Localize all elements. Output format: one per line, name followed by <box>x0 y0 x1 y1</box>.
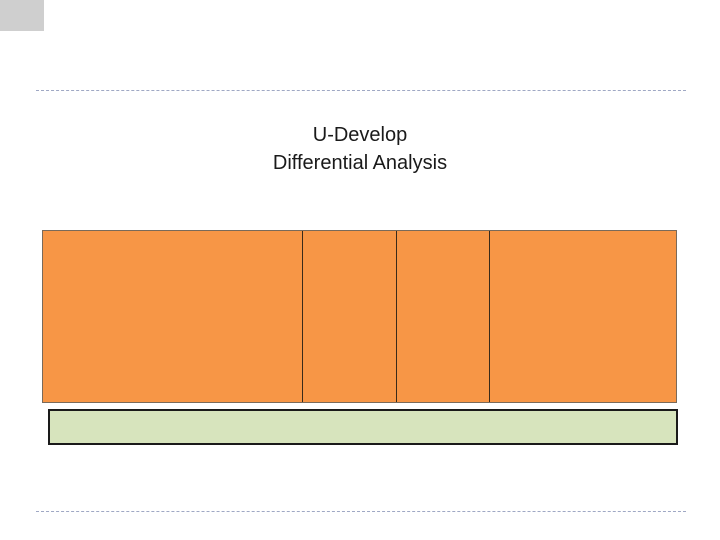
bottom-divider <box>36 511 686 512</box>
title-line-2: Differential Analysis <box>272 152 448 174</box>
table-cell-1 <box>43 231 303 402</box>
table-cell-4 <box>490 231 676 402</box>
corner-placeholder <box>0 0 44 31</box>
table-cell-2 <box>303 231 397 402</box>
summary-bar <box>48 409 678 445</box>
slide-title: U-Develop Differential Analysis <box>0 121 720 177</box>
table-cell-3 <box>397 231 490 402</box>
top-divider <box>36 90 686 91</box>
title-line-1: U-Develop <box>312 124 408 146</box>
analysis-table <box>42 230 677 403</box>
